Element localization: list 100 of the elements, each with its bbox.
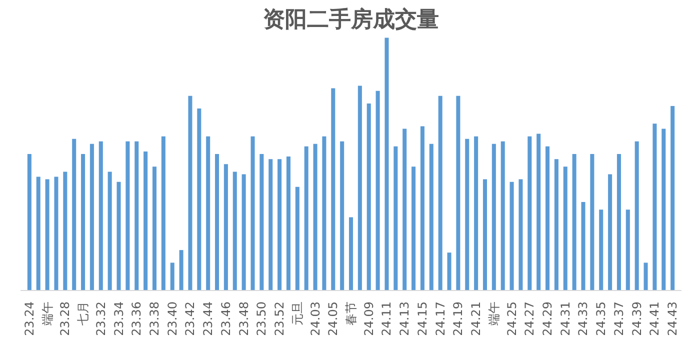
bar bbox=[224, 164, 228, 290]
bar bbox=[581, 202, 586, 290]
bar bbox=[81, 154, 86, 290]
x-tick-label: 端午 bbox=[486, 302, 501, 326]
x-tick-label: 24.21 bbox=[469, 301, 484, 336]
bar bbox=[134, 141, 139, 290]
bar bbox=[554, 159, 558, 290]
bar bbox=[376, 90, 380, 290]
bar bbox=[90, 144, 94, 290]
bar bbox=[206, 136, 210, 290]
x-tick-label: 七月 bbox=[76, 302, 90, 326]
x-tick-label: 23.42 bbox=[183, 301, 198, 336]
bar bbox=[304, 146, 308, 290]
x-tick-label: 23.48 bbox=[236, 301, 251, 336]
bar bbox=[500, 141, 505, 290]
bar bbox=[510, 182, 514, 290]
x-tick-label: 24.33 bbox=[576, 301, 590, 336]
x-tick-label: 24.05 bbox=[326, 301, 340, 336]
bar bbox=[634, 141, 639, 290]
bar bbox=[278, 159, 282, 290]
bar bbox=[662, 128, 666, 290]
x-tick-label: 24.39 bbox=[630, 301, 644, 336]
bar bbox=[250, 136, 255, 290]
bar bbox=[608, 174, 612, 290]
x-tick-label: 23.46 bbox=[218, 301, 233, 336]
x-tick-label: 23.40 bbox=[165, 301, 180, 336]
x-tick-label: 24.25 bbox=[504, 301, 519, 336]
bar bbox=[536, 134, 541, 290]
x-tick-label: 24.37 bbox=[612, 301, 626, 336]
bar bbox=[563, 166, 568, 290]
x-tick-label: 24.13 bbox=[398, 301, 412, 336]
x-tick-label: 端午 bbox=[40, 302, 54, 326]
bar bbox=[528, 136, 532, 290]
bar bbox=[670, 106, 675, 290]
bar bbox=[152, 166, 156, 290]
bar bbox=[340, 141, 344, 290]
bar bbox=[179, 250, 184, 290]
bar bbox=[438, 96, 442, 290]
bar bbox=[358, 86, 362, 290]
x-tick-label: 24.09 bbox=[362, 301, 376, 336]
bar bbox=[331, 88, 336, 290]
bar bbox=[384, 38, 389, 290]
x-tick-label: 23.44 bbox=[201, 301, 216, 336]
x-tick-label: 元旦 bbox=[290, 302, 304, 326]
bar bbox=[652, 124, 657, 290]
x-tick-label: 23.24 bbox=[22, 301, 36, 336]
bar bbox=[286, 156, 290, 290]
bar bbox=[260, 154, 264, 290]
bar bbox=[170, 262, 174, 290]
x-tick-label: 24.27 bbox=[522, 301, 537, 336]
bar bbox=[402, 128, 407, 290]
x-tick-label: 23.28 bbox=[58, 301, 72, 336]
x-tick-label: 24.43 bbox=[666, 301, 680, 336]
bar bbox=[599, 210, 604, 290]
bar bbox=[482, 179, 487, 290]
bar bbox=[313, 144, 318, 290]
x-tick-label: 24.29 bbox=[540, 301, 555, 336]
x-tick-label: 23.50 bbox=[254, 301, 269, 336]
bar bbox=[546, 146, 550, 290]
bar bbox=[518, 179, 523, 290]
bar bbox=[45, 179, 50, 290]
x-tick-label: 24.17 bbox=[433, 301, 448, 336]
x-tick-label: 23.34 bbox=[112, 301, 126, 336]
bar bbox=[322, 136, 326, 290]
bar bbox=[215, 154, 220, 290]
bar bbox=[144, 151, 148, 290]
bar bbox=[232, 172, 237, 290]
bar bbox=[412, 166, 416, 290]
bar bbox=[616, 154, 621, 290]
x-tick-label: 23.32 bbox=[94, 301, 108, 336]
bar bbox=[197, 108, 202, 290]
x-tick-label: 23.52 bbox=[272, 301, 287, 336]
x-tick-label: 春节 bbox=[344, 302, 358, 326]
bar bbox=[268, 159, 273, 290]
bar bbox=[626, 210, 630, 290]
bar bbox=[492, 144, 496, 290]
bar bbox=[447, 252, 452, 290]
bar bbox=[429, 144, 434, 290]
x-tick-label: 24.19 bbox=[451, 301, 466, 336]
bar bbox=[348, 217, 354, 290]
x-tick-label: 23.38 bbox=[147, 301, 162, 336]
bar bbox=[644, 262, 648, 290]
chart-title: 资阳二手房成交量 bbox=[263, 6, 439, 32]
bar bbox=[72, 138, 76, 290]
bar bbox=[27, 154, 32, 290]
bar bbox=[465, 138, 470, 290]
bar bbox=[394, 146, 398, 290]
x-tick-label: 24.15 bbox=[415, 301, 430, 336]
x-tick-label: 24.03 bbox=[308, 301, 322, 336]
bar bbox=[590, 154, 594, 290]
bar bbox=[242, 174, 246, 290]
bar bbox=[126, 141, 130, 290]
bar bbox=[572, 154, 576, 290]
x-tick-label: 24.31 bbox=[558, 301, 572, 336]
bar bbox=[63, 172, 68, 290]
bar bbox=[54, 176, 58, 290]
bar bbox=[36, 176, 40, 290]
bar bbox=[116, 182, 121, 290]
bar bbox=[295, 186, 300, 290]
bar bbox=[161, 136, 166, 290]
